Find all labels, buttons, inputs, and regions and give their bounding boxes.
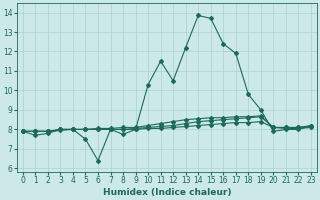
X-axis label: Humidex (Indice chaleur): Humidex (Indice chaleur) [103, 188, 231, 197]
